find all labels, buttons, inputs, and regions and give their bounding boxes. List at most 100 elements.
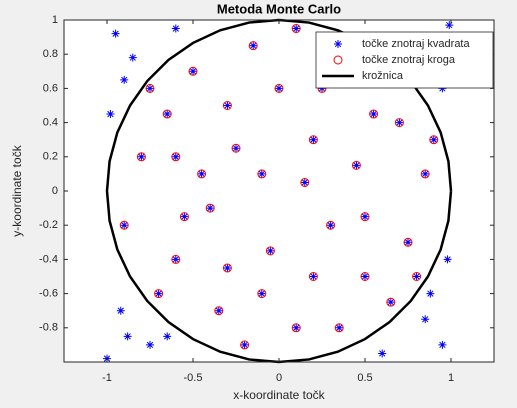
point [171,24,180,33]
point [308,272,318,281]
point [443,255,452,264]
point [334,323,344,333]
point [275,84,283,93]
point [119,220,129,230]
chart-title: Metoda Monte Carlo [217,1,341,16]
point [163,110,172,119]
point [248,41,258,51]
point [309,135,318,144]
point [369,109,379,119]
point [240,340,249,349]
point [326,220,336,230]
point [206,204,215,213]
point [128,53,137,62]
point [292,323,301,332]
point [180,212,189,221]
x-tick-label: -0.5 [184,372,203,384]
point [318,84,326,93]
y-tick-label: 0.6 [43,82,58,94]
point [222,263,232,273]
point [146,84,154,93]
point [403,237,413,247]
point [266,246,275,255]
point [292,24,301,33]
point [300,177,310,187]
point [335,323,344,332]
point [145,83,155,93]
point [438,340,447,349]
y-tick-label: -0.6 [39,288,58,300]
point [429,135,438,144]
point [386,298,395,307]
point [223,101,232,110]
legend-label: točke znotraj kvadrata [362,38,470,50]
point [232,144,240,153]
point [222,101,232,110]
point [404,238,412,247]
y-tick-label: 0.4 [43,117,58,129]
y-tick-label: 0 [52,185,58,197]
point [352,161,361,170]
point [291,323,301,333]
point [106,110,115,119]
point [420,169,430,179]
point [421,315,430,324]
y-tick-label: -0.2 [39,219,58,231]
legend-marker [334,40,342,48]
point [386,297,396,307]
point [154,289,163,298]
point [412,272,422,281]
point [438,84,447,93]
point [171,254,181,264]
point [154,289,164,299]
point [188,66,198,76]
point [163,332,172,341]
point [197,169,206,178]
point [300,178,309,187]
point [421,169,430,178]
point [257,289,266,298]
point [257,169,266,178]
point [412,272,421,281]
point [429,135,439,145]
x-tick-label: 0.5 [357,372,372,384]
point [265,246,275,256]
point [171,255,180,264]
point [257,169,267,179]
point [137,152,146,161]
point [326,221,335,230]
point [369,110,378,119]
point [257,289,267,299]
point [162,109,172,119]
point [394,118,404,128]
point [120,221,129,230]
point [120,75,129,84]
y-tick-label: 1 [52,14,58,26]
point [249,41,258,50]
point [378,349,387,358]
x-tick-label: 0 [276,372,282,384]
point [360,272,370,281]
point [111,29,120,38]
point [361,272,369,281]
point [116,306,125,315]
point [395,118,404,127]
point [223,263,232,272]
point [179,212,189,222]
y-tick-label: 0.2 [43,151,58,163]
point [351,160,361,170]
legend-box [315,31,494,89]
x-tick-label: 1 [448,372,454,384]
point [240,340,250,350]
legend-label: krožnica [362,70,404,82]
legend-marker [333,55,343,65]
point [171,152,180,161]
point [146,340,154,349]
legend: točke znotraj kvadrata točke znotraj krog… [315,31,494,89]
point [189,67,197,76]
y-axis-label: y-koordinate točk [10,144,24,236]
point [231,143,241,153]
x-tick-label: -1 [102,372,112,384]
